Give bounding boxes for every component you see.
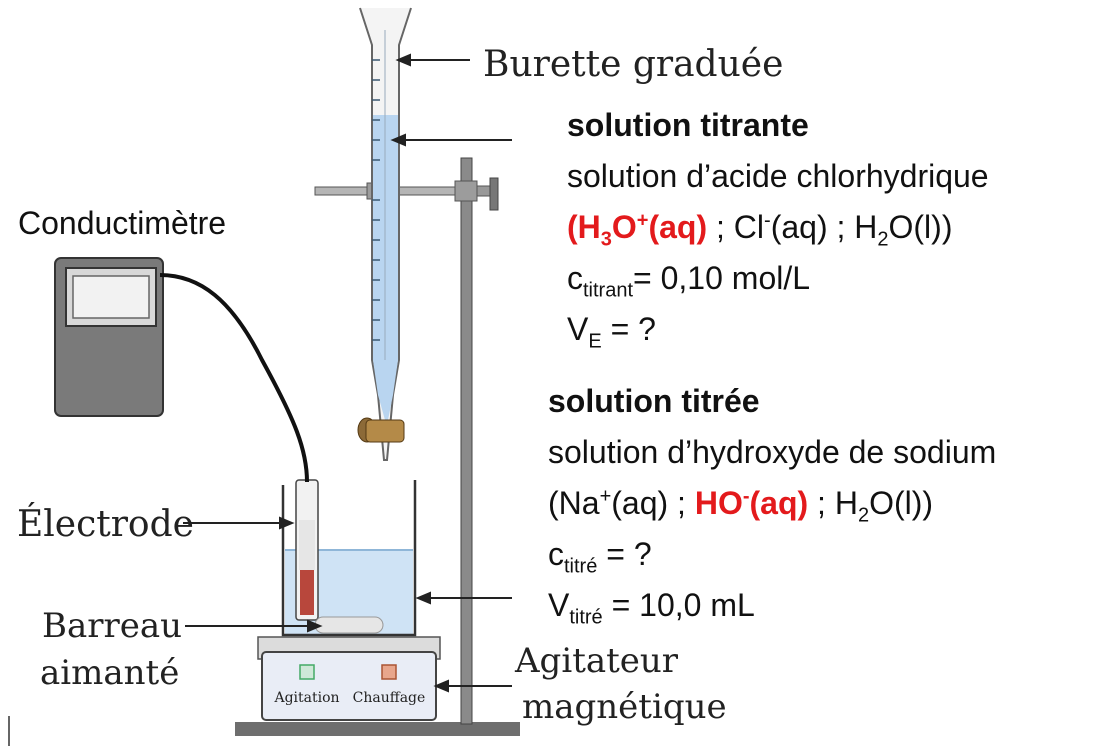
agitation-label: Agitation	[273, 690, 339, 706]
magnetic-stirrer: Agitation Chauffage	[257, 636, 441, 721]
stand-rod	[460, 157, 473, 725]
stir-bar	[314, 616, 384, 634]
titrant-species: (H3O+(aq) ; Cl-(aq) ; H2O(l))	[567, 209, 953, 251]
titre-heading: solution titrée	[548, 383, 760, 419]
titre-info: solution titrée solution d’hydroxyde de …	[548, 376, 996, 631]
titre-species: (Na+(aq) ; HO-(aq) ; H2O(l))	[548, 485, 934, 527]
titre-name: solution d’hydroxyde de sodium	[548, 434, 997, 470]
stir-bar-label-2: aimanté	[40, 653, 179, 693]
heating-light	[381, 664, 397, 680]
clamp-boss	[454, 180, 478, 202]
support-base	[235, 722, 520, 736]
titrant-info: solution titrante solution d’acide chlor…	[567, 100, 989, 355]
stirrer-label-1: Agitateur	[514, 641, 679, 681]
burette-label: Burette graduée	[483, 44, 783, 85]
clamp-knob	[489, 177, 499, 211]
titrant-name: solution d’acide chlorhydrique	[567, 158, 989, 194]
electrode	[295, 479, 319, 621]
heating-label: Chauffage	[353, 690, 426, 706]
stir-bar-label-1: Barreau	[42, 606, 182, 646]
electrode-label: Électrode	[17, 503, 194, 545]
titrant-heading: solution titrante	[567, 107, 809, 143]
titre-concentration: ctitré = ?	[548, 536, 652, 578]
titrant-concentration: ctitrant= 0,10 mol/L	[567, 260, 811, 302]
agitation-light	[299, 664, 315, 680]
burette	[357, 7, 412, 461]
clamp-screw	[476, 185, 492, 197]
conductimeter-device	[54, 257, 164, 417]
titrant-volume: VE = ?	[567, 311, 656, 353]
conductimeter-label: Conductimètre	[18, 205, 227, 241]
electrode-cable	[159, 273, 309, 483]
stirrer-label-2: magnétique	[522, 687, 727, 727]
titre-volume: Vtitré = 10,0 mL	[548, 587, 755, 629]
